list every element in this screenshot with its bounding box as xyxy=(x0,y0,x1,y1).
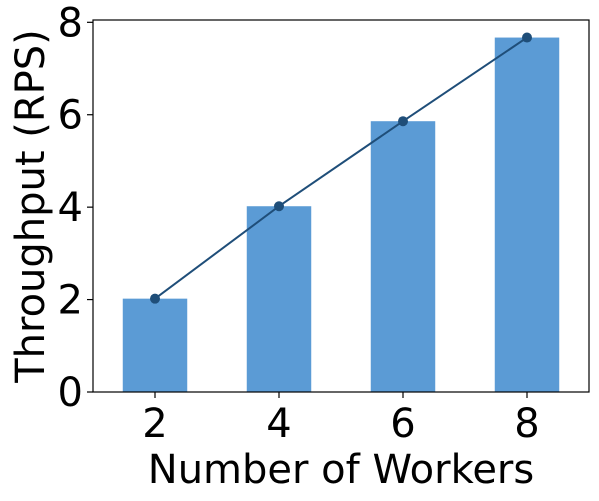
x-axis-ticks: 2 4 6 8 xyxy=(142,392,540,447)
bar-2 xyxy=(122,298,188,392)
line-point-6 xyxy=(398,116,408,127)
y-tick-label: 0 xyxy=(58,370,83,416)
line-point-2 xyxy=(150,293,160,304)
bar-series xyxy=(122,37,560,393)
x-tick-label: 2 xyxy=(142,401,167,447)
y-tick-label: 4 xyxy=(58,185,83,231)
line-point-8 xyxy=(522,32,532,43)
line-point-4 xyxy=(274,201,284,212)
bar-8 xyxy=(494,37,560,393)
x-tick-label: 4 xyxy=(266,401,291,447)
y-tick-label: 8 xyxy=(58,0,83,46)
y-axis-label: Throughput (RPS) xyxy=(8,29,54,384)
plot-frame xyxy=(92,19,590,393)
y-tick-label: 2 xyxy=(58,278,83,324)
bar-4 xyxy=(246,206,312,392)
y-tick-label: 6 xyxy=(58,93,83,139)
x-tick-label: 6 xyxy=(390,401,415,447)
bar-6 xyxy=(370,121,436,392)
x-tick-label: 8 xyxy=(514,401,539,447)
trend-line xyxy=(154,36,528,300)
x-axis-label: Number of Workers xyxy=(148,447,534,493)
y-axis-ticks: 0 2 4 6 8 xyxy=(58,0,93,416)
line-series xyxy=(150,32,532,304)
